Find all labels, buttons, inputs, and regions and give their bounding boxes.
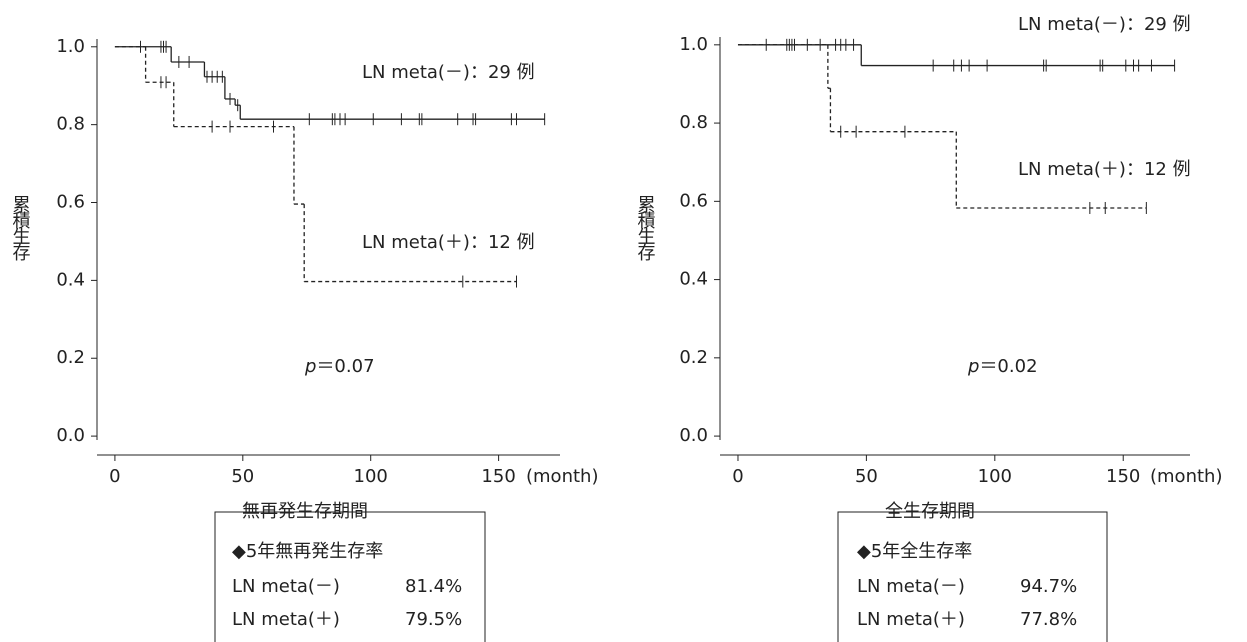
summary-title: ◆5年無再発生存率 bbox=[232, 541, 383, 562]
summary-box bbox=[837, 511, 1108, 642]
y-tick-label: 0.4 bbox=[679, 269, 708, 290]
p-value: p＝0.07 bbox=[304, 356, 375, 377]
p-symbol: p bbox=[967, 356, 979, 377]
y-tick-label: 1.0 bbox=[679, 34, 708, 55]
p-text: ＝0.07 bbox=[316, 356, 374, 377]
x-tick-label: 150 bbox=[1106, 466, 1140, 487]
x-tick-label: 150 bbox=[481, 466, 515, 487]
x-unit: (month) bbox=[1150, 466, 1222, 487]
y-tick-label: 1.0 bbox=[56, 36, 85, 57]
summary-title: ◆5年全生存率 bbox=[857, 541, 972, 562]
x-tick-label: 100 bbox=[354, 466, 388, 487]
y-tick-label: 0.4 bbox=[56, 269, 85, 290]
series-label: LN meta(＋)：12 例 bbox=[1018, 159, 1191, 180]
x-tick-label: 100 bbox=[978, 466, 1012, 487]
series-label: LN meta(－)：29 例 bbox=[362, 62, 535, 83]
y-tick-label: 0.0 bbox=[56, 425, 85, 446]
y-tick-label: 0.2 bbox=[679, 347, 708, 368]
series-label: LN meta(＋)：12 例 bbox=[362, 232, 535, 253]
y-tick-label: 0.6 bbox=[56, 192, 85, 213]
summary-label: LN meta(＋) bbox=[232, 609, 340, 630]
x-tick-label: 0 bbox=[109, 466, 120, 487]
summary-label: LN meta(＋) bbox=[857, 609, 965, 630]
y-tick-label: 0.2 bbox=[56, 347, 85, 368]
y-axis-title: 累積生存 bbox=[635, 195, 656, 261]
summary-label: LN meta(－) bbox=[857, 576, 965, 597]
y-tick-label: 0.8 bbox=[679, 112, 708, 133]
x-unit: (month) bbox=[526, 466, 598, 487]
p-symbol: p bbox=[304, 356, 316, 377]
x-tick-label: 0 bbox=[732, 466, 743, 487]
summary-value: 79.5% bbox=[405, 609, 462, 630]
summary-value: 94.7% bbox=[1020, 576, 1077, 597]
y-tick-label: 0.8 bbox=[56, 114, 85, 135]
x-tick-label: 50 bbox=[231, 466, 254, 487]
y-tick-label: 0.6 bbox=[679, 190, 708, 211]
summary-label: LN meta(－) bbox=[232, 576, 340, 597]
summary-value: 77.8% bbox=[1020, 609, 1077, 630]
y-tick-label: 0.0 bbox=[679, 425, 708, 446]
series-label: LN meta(－)：29 例 bbox=[1018, 14, 1191, 35]
p-text: ＝0.02 bbox=[979, 356, 1037, 377]
x-tick-label: 50 bbox=[855, 466, 878, 487]
p-value: p＝0.02 bbox=[967, 356, 1038, 377]
summary-value: 81.4% bbox=[405, 576, 462, 597]
summary-box bbox=[214, 511, 486, 642]
y-axis-title: 累積生存 bbox=[10, 195, 31, 261]
